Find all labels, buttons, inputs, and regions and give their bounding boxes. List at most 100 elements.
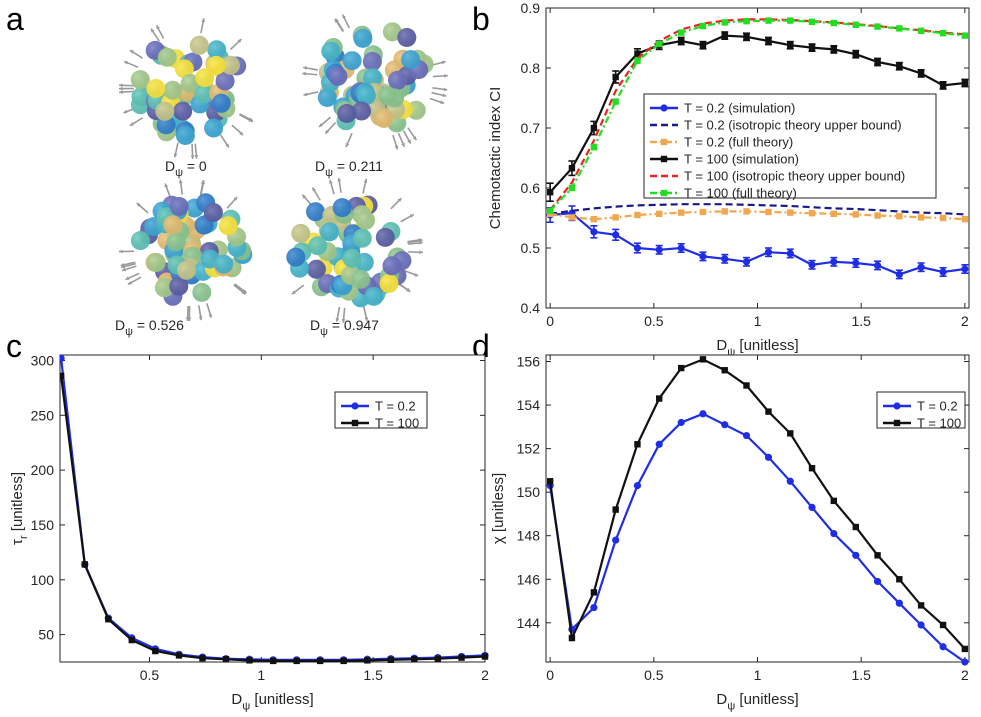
data-point [634,441,641,448]
data-point [677,364,685,372]
data-point [677,37,685,45]
cell-shading [374,109,394,128]
cell-shading [166,232,186,252]
legend-marker [351,419,359,427]
legend-box [643,93,937,199]
cell-shading [328,66,348,86]
cell-shading [146,79,166,98]
cell-shading [163,80,183,100]
data-point [961,265,969,273]
cell-arrowhead [190,155,195,159]
cluster-caption: Dψ = 0 [165,158,207,179]
data-point [60,354,65,362]
data-point [590,216,598,223]
cell-shading [342,248,362,268]
cell-arrowhead [341,319,346,323]
y-tick-label: 154 [517,397,541,413]
data-point [874,58,881,66]
legend: T = 0.2 T = 100 [334,391,428,431]
data-point [961,79,969,87]
cell-arrowhead [129,50,134,54]
legend-label: T = 100 [917,416,961,431]
data-point [411,656,418,663]
cell-arrowhead [394,145,399,150]
data-point [830,258,838,266]
cell-arrowhead [121,264,126,269]
data-point [458,654,465,661]
panel-label-a: a [6,1,24,37]
data-point [917,70,925,77]
data-point [939,30,947,37]
data-point [786,249,794,257]
cell-arrowhead [442,93,447,98]
data-point [656,210,663,217]
cell-shading [203,203,223,222]
data-point [830,19,838,27]
data-point [656,395,663,402]
x-tick-label: 2 [481,667,489,683]
data-point [787,17,794,24]
y-tick-label: 0.5 [521,240,541,256]
data-point [677,209,685,216]
cell-shading [206,55,226,75]
x-tick-label: 1.5 [363,667,383,683]
cell-shading [378,86,398,106]
data-point [721,255,729,263]
x-axis-label: Dψ [unitless] [231,691,313,712]
y-tick-label: 0.9 [521,0,541,16]
cell-arrowhead [337,177,342,182]
legend-label: T = 100 (isotropic theory upper bound) [684,169,905,184]
series-line [549,412,966,663]
cell-arrowhead [441,60,446,65]
cell-shading [332,198,352,218]
series-line [549,34,966,193]
data-point [633,482,642,490]
data-point [787,209,794,216]
cell-arrowhead [119,83,123,88]
legend-marker [660,155,668,163]
cell-shading [194,84,214,104]
x-tick-label: 0.5 [140,667,160,683]
data-point [152,647,159,655]
cell-shading [356,210,376,230]
x-tick-label: 2 [961,313,969,329]
data-point [105,616,112,623]
data-point [852,51,859,58]
data-point [721,367,728,374]
x-tick-label: 1.5 [851,667,871,683]
cell-arrowhead [312,187,316,192]
cell-arrowhead [208,313,213,318]
series-line [549,358,966,650]
data-point [808,261,816,269]
cell-shading [180,73,200,93]
cell-shading [317,88,337,107]
panel-label-c: c [6,328,22,364]
data-point [434,655,442,662]
legend-marker [893,402,901,410]
data-point [764,248,773,256]
cell-arrowhead [329,179,333,184]
y-tick-label: 144 [517,615,541,631]
data-point [808,44,816,51]
data-point [721,32,728,39]
cell-shading [130,231,150,251]
data-point [874,23,881,30]
data-point [917,214,925,221]
data-point [896,63,903,70]
data-point [246,657,253,664]
data-point [721,19,728,26]
data-point [830,497,838,505]
cell-shading [163,215,183,235]
data-point [808,503,816,512]
cell-arrowhead [334,18,339,23]
cell-arrowhead [397,198,402,203]
cell-arrowhead [124,61,129,65]
data-point [765,408,772,415]
cell-arrowhead [291,290,296,295]
cell-shading [320,222,340,242]
y-tick-label: 148 [517,528,541,544]
data-point [699,22,707,30]
legend-label: T = 100 (full theory) [684,186,797,201]
data-point [896,576,903,583]
data-point [612,536,620,544]
